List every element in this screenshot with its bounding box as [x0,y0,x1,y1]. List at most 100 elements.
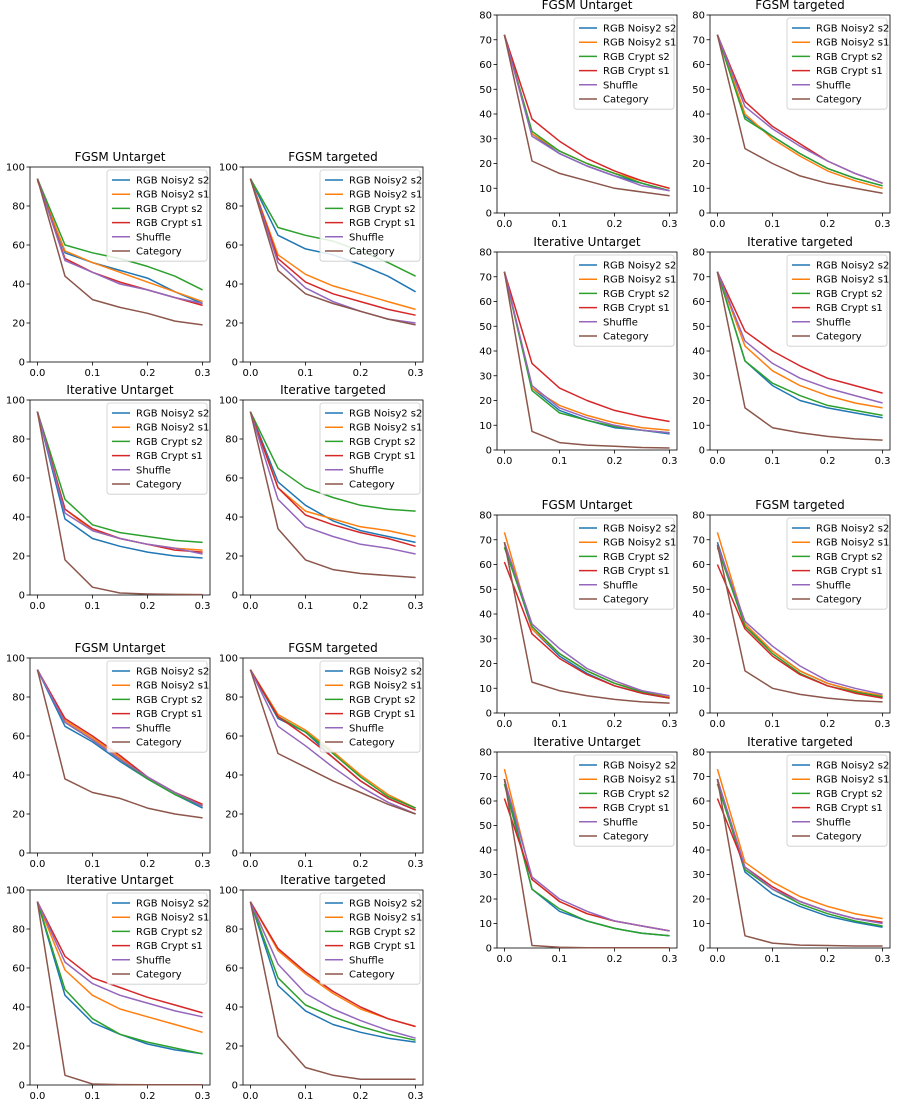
y-tick-label: 80 [225,693,238,704]
chart-panel-9: FGSM Untarget 0 10 20 30 40 50 60 70 80 0.0 0.1 0.2 0… [479,0,677,230]
axes-frame [242,657,424,854]
y-tick-label: 60 [692,60,705,71]
legend-label: RGB Noisy2 s1 [136,913,209,924]
legend-label: Category [349,970,395,981]
y-tick-label: 50 [479,585,492,596]
x-tick-label: 0.3 [408,368,424,379]
legend-label: RGB Crypt s2 [349,695,416,706]
legend-label: Category [136,247,182,258]
legend-label: RGB Crypt s1 [816,566,883,577]
series-line-shuffle [503,271,670,434]
y-tick-label: 100 [219,654,238,665]
legend-label: RGB Crypt s2 [603,789,670,800]
x-tick-label: 0.3 [662,456,678,467]
y-tick-label: 40 [225,280,238,291]
x-tick-label: 0.2 [820,219,836,230]
x-tick-label: 0.0 [496,954,512,965]
chart-panel-7: Iterative Untarget 0 20 40 60 80 100 0.0 0.1 0.2 0… [6,873,211,1102]
y-tick-label: 30 [692,634,705,645]
series-line-category [36,901,203,1086]
series-line-rgb-crypt-s2 [716,783,883,927]
x-tick-label: 0.0 [242,601,258,612]
y-tick-label: 70 [479,272,492,283]
y-tick-label: 0 [232,849,238,860]
x-tick-label: 0.0 [496,219,512,230]
x-tick-label: 0.3 [875,954,891,965]
series-line-shuffle [249,669,416,815]
series-line-rgb-noisy2-s2 [249,411,416,544]
y-tick-label: 40 [479,110,492,121]
legend: RGB Noisy2 s2 RGB Noisy2 s1 RGB Crypt s2 RG… [106,660,209,753]
x-tick-label: 0.1 [552,719,568,730]
legend-label: Shuffle [349,723,384,734]
y-tick-label: 20 [12,552,25,563]
y-tick-label: 0 [19,591,25,602]
legend-label: RGB Crypt s1 [603,66,670,77]
chart-title: Iterative Untarget [66,873,173,887]
legend: RGB Noisy2 s2 RGB Noisy2 s1 RGB Crypt s2 RG… [319,169,422,262]
x-tick-label: 0.2 [607,719,623,730]
legend-label: RGB Crypt s2 [349,437,416,448]
x-tick-label: 0.1 [552,954,568,965]
y-tick-label: 10 [479,919,492,930]
legend-label: RGB Noisy2 s1 [136,423,209,434]
y-tick-label: 80 [479,248,492,259]
series-line-category [503,542,670,704]
x-tick-label: 0.3 [875,456,891,467]
y-tick-label: 100 [6,654,25,665]
y-tick-label: 100 [6,886,25,897]
y-tick-label: 60 [479,560,492,571]
y-tick-label: 100 [6,163,25,174]
legend-box [319,660,421,753]
legend-label: RGB Crypt s1 [136,941,203,952]
chart-title: Iterative Untarget [533,735,640,749]
legend: RGB Noisy2 s2 RGB Noisy2 s1 RGB Crypt s2 RG… [573,17,676,110]
x-tick-label: 0.2 [140,1091,156,1102]
legend-label: Shuffle [136,232,171,243]
legend-label: Category [136,480,182,491]
legend-label: RGB Crypt s2 [136,437,203,448]
series-line-category [716,34,883,194]
series-line-rgb-noisy2-s1 [716,532,883,697]
legend-label: Category [816,332,862,343]
chart-panel-4: Iterative targeted 0 20 40 60 80 100 0.0 0.1 0.2 0… [219,383,424,612]
y-tick-label: 40 [479,846,492,857]
x-tick-label: 0.0 [496,719,512,730]
series-line-rgb-crypt-s1 [503,34,670,190]
chart-title: FGSM Untarget [75,150,166,164]
legend-label: RGB Noisy2 s2 [136,667,209,678]
series-line-shuffle [716,544,883,696]
y-tick-label: 80 [692,748,705,759]
y-tick-label: 0 [699,209,705,220]
legend-box [786,17,888,110]
x-tick-label: 0.2 [140,859,156,870]
series-line-rgb-crypt-s2 [716,34,883,187]
y-tick-label: 0 [486,709,492,720]
series-line-rgb-crypt-s1 [503,561,670,699]
series-line-category [503,34,670,197]
y-tick-label: 20 [692,396,705,407]
legend-label: RGB Noisy2 s1 [349,913,422,924]
legend-box [573,754,675,847]
y-tick-label: 10 [692,919,705,930]
legend-label: RGB Noisy2 s2 [136,899,209,910]
series-line-category [716,544,883,703]
chart-title: FGSM targeted [755,0,844,12]
y-tick-label: 20 [692,659,705,670]
y-tick-label: 60 [479,60,492,71]
series-line-rgb-noisy2-s2 [36,411,203,559]
legend-box [319,892,421,985]
series-line-rgb-crypt-s1 [249,178,416,316]
y-tick-label: 40 [479,610,492,621]
series-line-shuffle [503,541,670,697]
legend-label: RGB Crypt s2 [816,289,883,300]
y-tick-label: 60 [12,732,25,743]
y-tick-label: 20 [225,552,238,563]
x-tick-label: 0.1 [85,859,101,870]
legend-label: RGB Noisy2 s1 [349,190,422,201]
series-line-rgb-crypt-s1 [716,271,883,394]
y-tick-label: 10 [692,184,705,195]
y-tick-label: 60 [692,560,705,571]
y-tick-label: 80 [479,11,492,22]
